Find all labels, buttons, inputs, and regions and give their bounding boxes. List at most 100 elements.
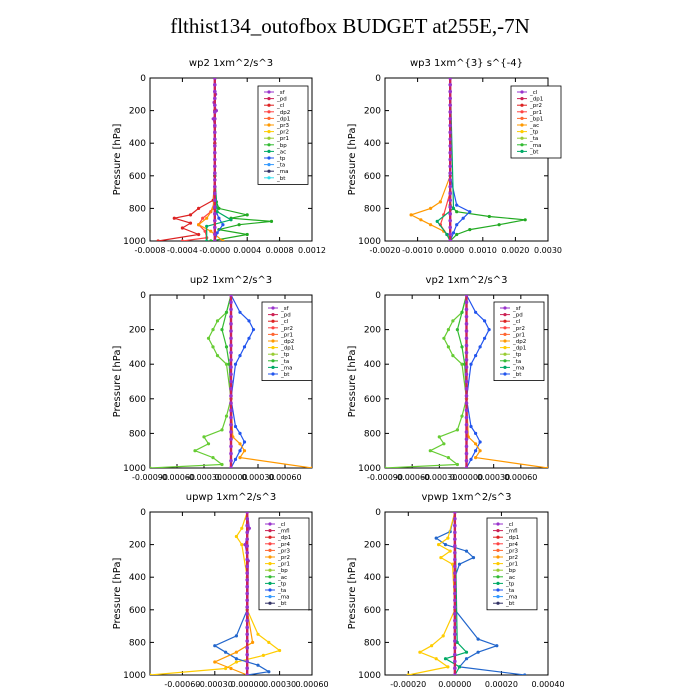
x-tick-label: 0.00060: [268, 473, 301, 482]
zero-series-point: [448, 82, 453, 87]
zero-series-point: [213, 212, 217, 216]
x-tick-label: 0.00060: [295, 680, 328, 689]
legend-marker: [271, 326, 275, 330]
series-point: [460, 310, 464, 314]
series-point: [523, 218, 527, 222]
x-tick-label: 0.00000: [214, 473, 247, 482]
series-point: [469, 457, 473, 461]
x-tick-label: 0.00030: [263, 680, 296, 689]
series-point: [455, 428, 459, 432]
legend-item: _tp: [512, 352, 522, 358]
legend-item: _bp: [276, 143, 287, 149]
series-group: [150, 295, 312, 468]
zero-series-point: [464, 358, 469, 362]
legend-item: _ma: [277, 595, 289, 601]
zero-series-point: [464, 437, 469, 441]
panel-title: wp2 1xm^2/s^3: [189, 58, 273, 69]
series-point: [251, 640, 255, 645]
series-point: [437, 543, 441, 547]
x-tick-label: 0.00020: [485, 680, 518, 689]
y-axis-label: Pressure [hPa]: [347, 124, 358, 196]
legend: _cl_dp1_pr2_pr1_bp1_ac_tp_ta_ma_bt: [510, 85, 562, 159]
legend-marker: [267, 97, 271, 101]
x-tick-label: -0.0020: [370, 246, 401, 255]
series-point: [451, 319, 455, 323]
series-point: [442, 336, 446, 340]
series-point: [215, 354, 220, 358]
legend-item: _pd: [280, 313, 291, 319]
legend-item: _ta: [277, 588, 286, 594]
zero-series-point: [453, 666, 457, 671]
y-axis-label: Pressure [hPa]: [112, 558, 123, 630]
zero-series-point: [245, 673, 249, 675]
legend-item: _cl: [512, 319, 521, 325]
series-point: [446, 536, 450, 540]
legend-item: _pr2: [529, 103, 542, 109]
y-tick-label: 0: [375, 291, 381, 301]
zero-series-point: [464, 444, 469, 449]
legend-marker: [267, 130, 271, 134]
legend-item: _pr2: [276, 130, 289, 136]
zero-series-point: [213, 157, 217, 162]
zero-series-point: [245, 605, 249, 609]
y-tick-label: 800: [364, 638, 381, 648]
y-tick-label: 400: [129, 139, 146, 149]
series-point: [206, 336, 211, 340]
y-tick-label: 600: [364, 172, 381, 182]
zero-series-point: [245, 578, 249, 582]
series-point: [451, 231, 456, 235]
zero-series-point: [464, 300, 469, 305]
series-point: [487, 214, 491, 219]
legend-item: _pr1: [529, 110, 542, 116]
series-point: [443, 657, 448, 661]
legend-item: _ma: [512, 365, 524, 371]
zero-series-point: [448, 218, 453, 223]
y-tick-label: 600: [364, 606, 381, 616]
legend-marker: [503, 346, 507, 350]
y-axis-label: Pressure [hPa]: [347, 558, 358, 630]
legend-item: _cl: [505, 522, 514, 528]
legend-item: _tp: [529, 130, 539, 136]
series-point: [224, 362, 229, 366]
series-point: [229, 218, 233, 222]
y-tick-label: 600: [129, 606, 146, 616]
series-point: [434, 536, 438, 540]
legend-marker: [520, 97, 524, 101]
zero-series-point: [229, 379, 233, 384]
series-group: [409, 78, 527, 241]
legend-marker: [267, 136, 271, 140]
series-point: [220, 428, 224, 432]
x-tick-label: -0.0008: [135, 246, 166, 255]
series-point: [457, 665, 462, 669]
legend-marker: [520, 143, 524, 147]
legend-item: _mfl: [277, 529, 290, 535]
legend-marker: [271, 313, 275, 317]
panel-5: upwp 1xm^2/s^3 Pressure [hPa] 0 200 400 600 80…: [112, 492, 329, 689]
series-point: [478, 449, 482, 453]
series-point: [247, 526, 251, 530]
legend-marker: [496, 555, 500, 559]
legend-marker: [496, 535, 500, 539]
series-point: [211, 328, 215, 332]
series-point: [256, 632, 260, 636]
plot-frame: [149, 77, 313, 242]
x-tick-label: -0.0000: [199, 246, 230, 255]
series-point: [469, 424, 473, 429]
legend-marker: [271, 352, 275, 356]
zero-series-point: [453, 550, 457, 555]
series-point: [471, 556, 476, 560]
zero-series-point: [229, 329, 233, 333]
zero-series-point: [245, 584, 249, 589]
zero-series-point: [213, 103, 217, 107]
legend-marker: [267, 103, 271, 107]
series-point: [464, 650, 469, 654]
legend-marker: [271, 346, 275, 350]
series-point: [224, 666, 228, 671]
zero-series-point: [229, 350, 233, 355]
legend-marker: [267, 116, 271, 120]
series-point: [451, 354, 455, 358]
legend-marker: [268, 535, 272, 539]
series-point: [247, 319, 251, 323]
x-tick-label: 0.00030: [477, 473, 510, 482]
legend-marker: [496, 568, 500, 572]
